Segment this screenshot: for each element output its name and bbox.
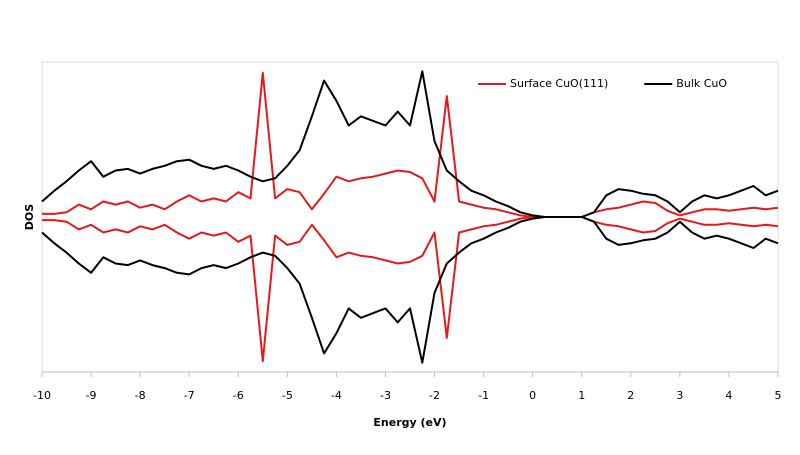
x-tick-label: 4 xyxy=(725,389,732,402)
x-tick-label: -3 xyxy=(380,389,391,402)
x-tick-label: -6 xyxy=(233,389,244,402)
legend-label: Bulk CuO xyxy=(676,77,727,90)
y-axis-label: DOS xyxy=(23,204,36,230)
x-tick-label: 3 xyxy=(676,389,683,402)
x-tick-label: -9 xyxy=(86,389,97,402)
x-tick-label: -7 xyxy=(184,389,195,402)
dos-line xyxy=(41,216,779,364)
x-tick-label: -2 xyxy=(429,389,440,402)
x-tick-label: 2 xyxy=(627,389,634,402)
x-tick-label: 1 xyxy=(578,389,585,402)
x-tick-label: -10 xyxy=(33,389,51,402)
x-tick-label: -5 xyxy=(282,389,293,402)
x-tick-label: 0 xyxy=(529,389,536,402)
dos-line xyxy=(41,70,779,218)
x-tick-label: -4 xyxy=(331,389,342,402)
x-tick-label: -8 xyxy=(135,389,146,402)
x-tick-label: 5 xyxy=(775,389,782,402)
dos-line xyxy=(42,71,779,218)
legend-label: Surface CuO(111) xyxy=(510,77,608,90)
plot-frame xyxy=(41,61,779,373)
x-axis-label: Energy (eV) xyxy=(373,416,446,429)
x-tick-label: -1 xyxy=(478,389,489,402)
dos-line xyxy=(42,216,779,363)
